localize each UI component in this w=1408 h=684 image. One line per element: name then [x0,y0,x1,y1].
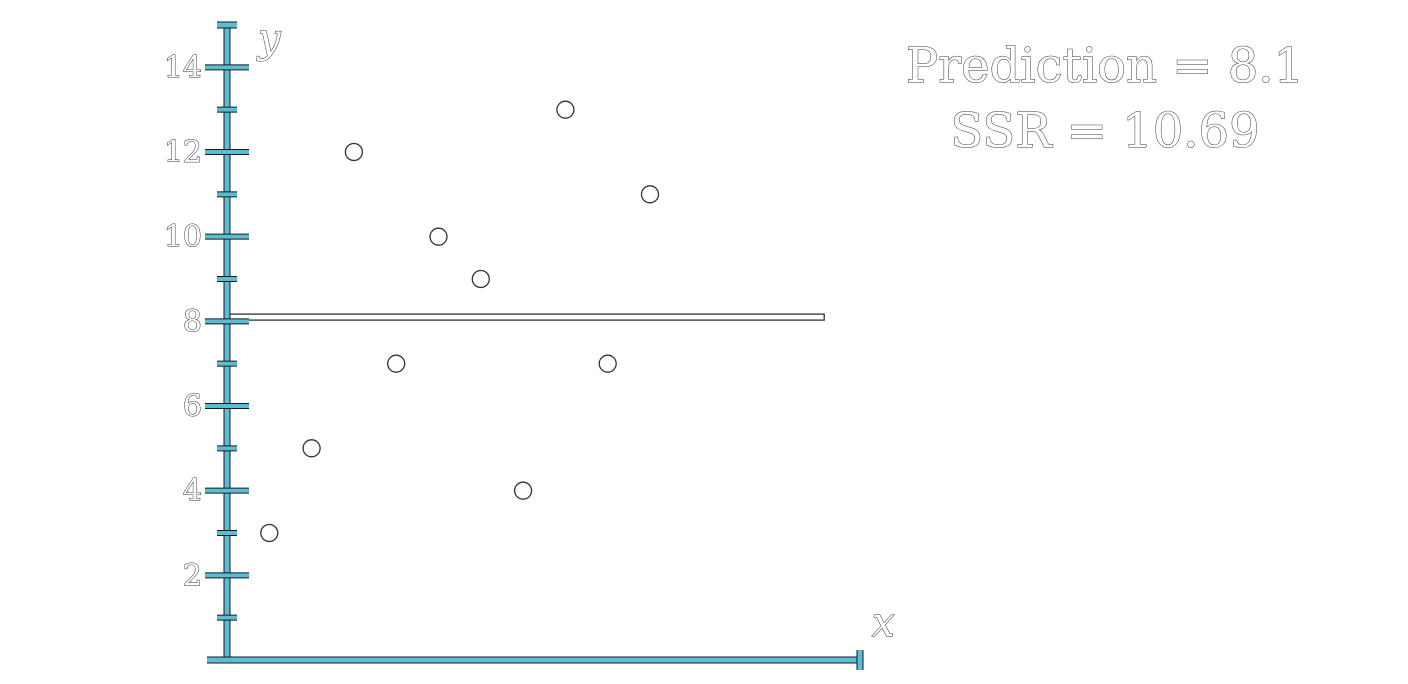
data-point [598,354,617,373]
prediction-line [226,313,825,321]
prediction-annotation: Prediction = 8.1 [906,38,1304,94]
data-point [344,142,364,162]
ssr-annotation: SSR = 10.69 [950,103,1259,159]
data-point [471,269,490,289]
y-tick-label: 2 [183,558,202,593]
y-axis-label: y [256,16,282,62]
data-point [429,227,448,246]
y-tick-label: 8 [183,304,202,339]
y-tick-label: 12 [164,135,202,170]
y-tick-label: 14 [164,50,202,85]
y-tick-label: 4 [183,474,202,509]
data-point [513,481,533,500]
data-point [387,354,406,373]
y-tick-label: 6 [183,389,202,424]
axes [205,21,864,670]
tick-labels: 2 4 6 8 10 12 14 [163,50,202,594]
data-point [556,100,575,119]
data-points [260,100,660,543]
y-tick-label: 10 [164,220,202,255]
data-point [302,439,321,458]
x-axis-label: x [872,600,895,646]
data-point [640,185,660,204]
data-point [260,523,279,543]
prediction-layer [226,313,825,321]
